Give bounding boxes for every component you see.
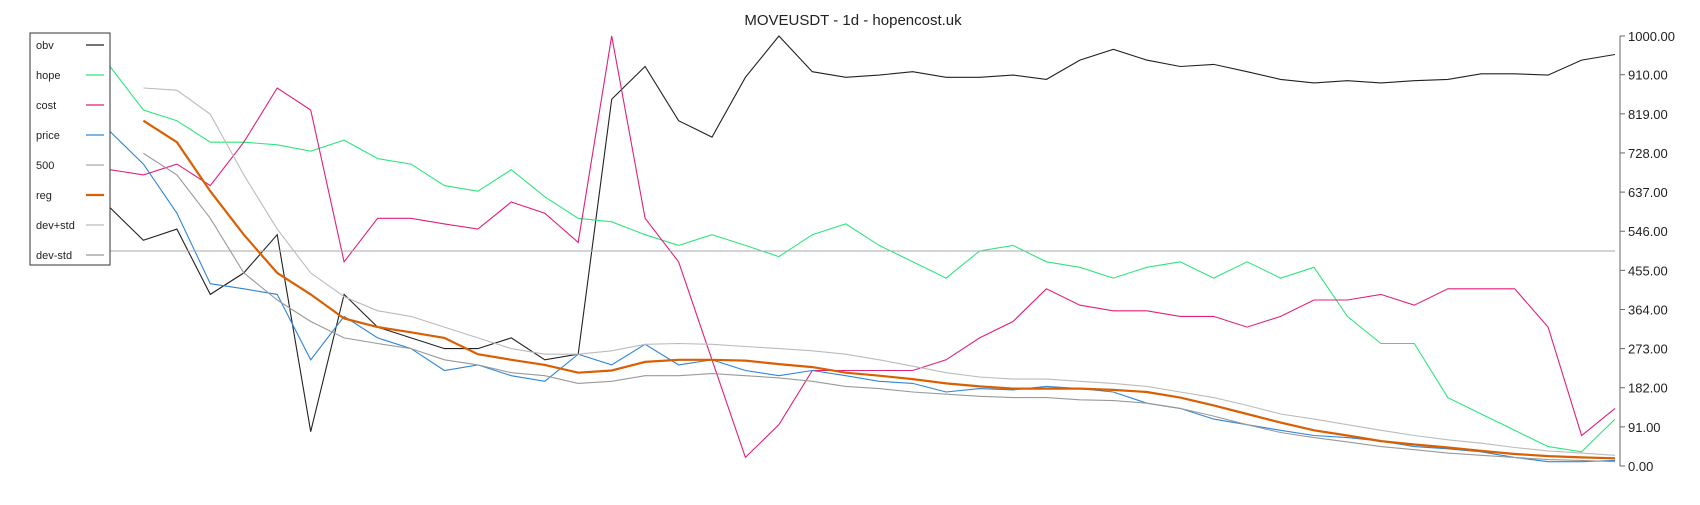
y-tick-label: 819.00	[1628, 107, 1668, 122]
y-tick-label: 0.00	[1628, 459, 1653, 474]
series-line	[142, 119, 1616, 460]
legend-label: dev+std	[36, 220, 75, 232]
y-tick-label: 637.00	[1628, 185, 1668, 200]
y-tick-label: 728.00	[1628, 146, 1668, 161]
legend-label: hope	[36, 70, 60, 82]
y-tick-label: 546.00	[1628, 224, 1668, 239]
y-tick-label: 182.00	[1628, 381, 1668, 396]
legend-label: reg	[36, 190, 52, 202]
series-line	[143, 152, 1616, 463]
legend: obv hope cost price 500 reg dev+std dev-std	[29, 32, 111, 266]
y-tick-label: 364.00	[1628, 302, 1668, 317]
legend-label: obv	[36, 40, 54, 52]
chart-title: MOVEUSDT - 1d - hopencost.uk	[744, 12, 962, 29]
legend-box	[29, 32, 111, 266]
y-tick-label: 91.00	[1628, 420, 1661, 435]
legend-label: price	[36, 130, 60, 142]
legend-label: cost	[36, 100, 56, 112]
y-tick-label: 1000.00	[1628, 29, 1675, 44]
series-line	[109, 66, 1616, 453]
y-tick-label: 910.00	[1628, 68, 1668, 83]
series-line	[109, 35, 1616, 459]
series-line	[143, 87, 1616, 456]
y-tick-label: 455.00	[1628, 263, 1668, 278]
legend-label: dev-std	[36, 250, 72, 262]
y-tick-label: 273.00	[1628, 342, 1668, 357]
series-line	[109, 35, 1616, 432]
legend-label: 500	[36, 160, 54, 172]
